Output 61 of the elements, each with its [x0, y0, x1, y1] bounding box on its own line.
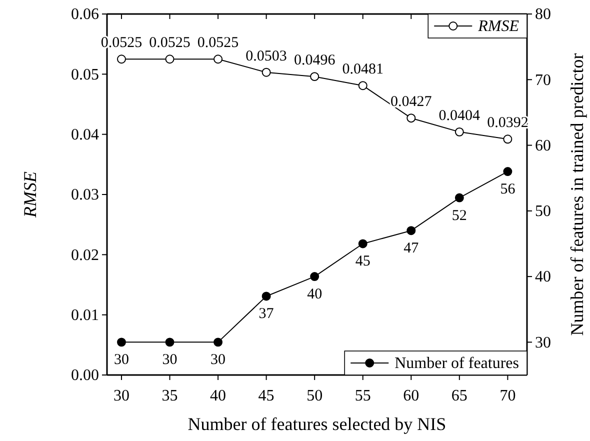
data-label: 0.0481 — [342, 62, 384, 78]
y2-tick-label: 80 — [535, 6, 551, 24]
data-label: 45 — [355, 254, 370, 270]
y-tick-label: 0.01 — [71, 306, 99, 324]
legend-label: Number of features — [394, 355, 519, 372]
data-label: 30 — [210, 352, 226, 368]
point — [503, 167, 512, 176]
y-tick-label: 0.06 — [71, 6, 99, 24]
data-label: 0.0496 — [294, 52, 336, 69]
point — [406, 114, 416, 123]
data-label: 40 — [307, 286, 322, 303]
x-tick-label: 30 — [113, 388, 130, 405]
point — [165, 54, 174, 64]
data-label: 0.0503 — [246, 48, 287, 64]
y-tick-label: 0.04 — [71, 126, 99, 144]
y2-tick-label: 30 — [535, 334, 551, 352]
y-axis-title: RMSE — [20, 172, 40, 218]
y2-tick-label: 70 — [535, 72, 551, 89]
x-tick-label: 55 — [354, 388, 371, 405]
point — [310, 72, 320, 82]
x-tick-label: 65 — [451, 388, 468, 405]
y2-tick-label: 60 — [535, 137, 551, 154]
point — [406, 226, 416, 236]
x-tick-label: 35 — [162, 388, 178, 405]
x-tick-label: 60 — [403, 388, 420, 405]
y2-tick-label: 40 — [535, 268, 551, 286]
x-tick-label: 50 — [306, 388, 323, 405]
y2-tick-label: 50 — [535, 203, 551, 220]
y-tick-label: 0.00 — [71, 367, 99, 384]
point — [358, 81, 368, 90]
x-tick-label: 70 — [500, 388, 516, 405]
data-label: 0.0525 — [149, 35, 190, 52]
point — [116, 338, 126, 347]
point — [116, 54, 126, 64]
y2-axis-title: Number of features in trained predictor — [567, 53, 588, 336]
data-label: 0.0404 — [438, 108, 481, 124]
y-tick-label: 0.05 — [71, 66, 99, 84]
data-label: 52 — [452, 208, 467, 224]
point — [262, 68, 271, 77]
point — [310, 272, 320, 282]
y-tick-label: 0.02 — [71, 246, 99, 264]
data-label: 0.0427 — [390, 94, 432, 110]
data-label: 30 — [114, 352, 129, 368]
point — [503, 134, 512, 144]
data-label: 37 — [258, 306, 274, 322]
point — [262, 292, 271, 301]
legend-label: RMSE — [477, 18, 520, 35]
data-label: 0.0525 — [197, 35, 239, 52]
x-axis-title: Number of features selected by NIS — [188, 414, 446, 434]
x-tick-label: 45 — [258, 388, 274, 405]
point — [454, 127, 464, 136]
data-label: 56 — [500, 182, 516, 198]
point — [214, 54, 223, 64]
point — [358, 239, 368, 248]
data-label: 30 — [162, 352, 178, 368]
point — [165, 338, 174, 347]
x-tick-label: 40 — [210, 388, 226, 405]
point — [214, 338, 223, 347]
data-label: 47 — [404, 240, 420, 257]
point — [454, 193, 464, 202]
y-tick-label: 0.03 — [71, 186, 99, 204]
